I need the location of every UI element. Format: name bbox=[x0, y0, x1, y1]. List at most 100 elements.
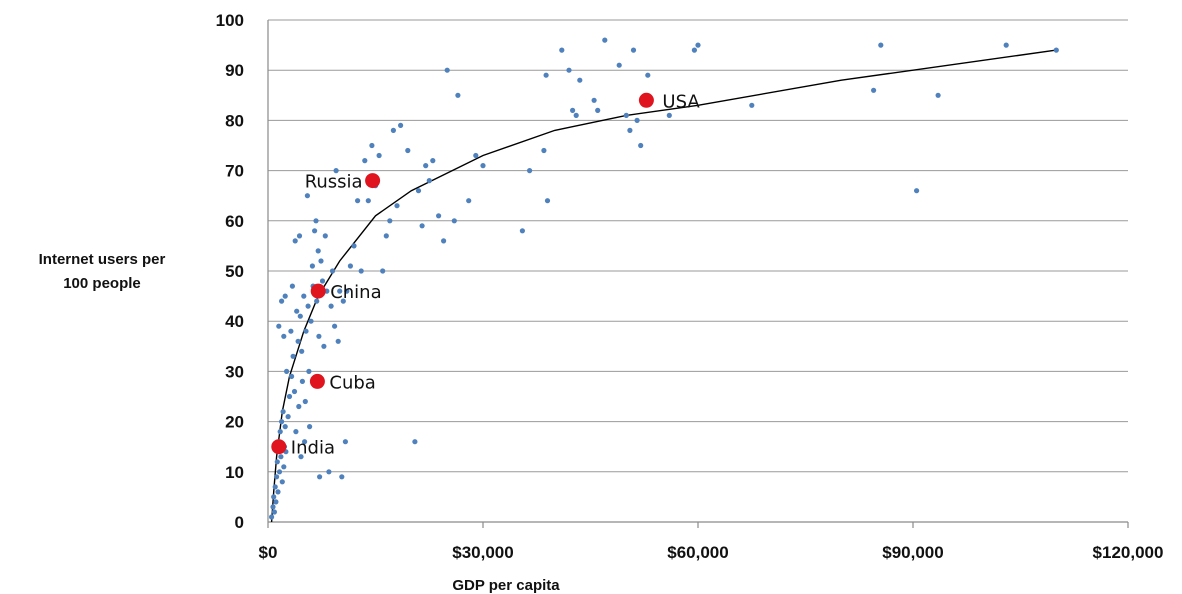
data-point bbox=[277, 429, 283, 435]
data-point bbox=[306, 368, 312, 374]
data-point bbox=[288, 328, 294, 334]
data-point bbox=[878, 42, 884, 48]
data-point bbox=[284, 368, 290, 374]
data-point bbox=[595, 107, 601, 113]
data-point bbox=[527, 168, 533, 174]
y-tick-label: 0 bbox=[235, 513, 244, 532]
data-point bbox=[347, 263, 353, 269]
data-point bbox=[329, 268, 336, 274]
data-point bbox=[623, 112, 629, 118]
data-point bbox=[412, 439, 418, 445]
data-point bbox=[566, 67, 572, 73]
data-point bbox=[634, 117, 640, 123]
data-point bbox=[339, 474, 345, 480]
data-point bbox=[305, 303, 311, 309]
data-point bbox=[444, 67, 450, 73]
data-point bbox=[871, 87, 877, 93]
data-point bbox=[362, 158, 368, 164]
data-point bbox=[398, 122, 404, 128]
data-point bbox=[299, 348, 305, 354]
highlighted-points: USA Russia China Cuba India bbox=[271, 91, 700, 459]
data-point bbox=[307, 424, 313, 430]
x-tick-label: $60,000 bbox=[667, 543, 728, 562]
highlight-label-china: China bbox=[330, 282, 381, 303]
data-point bbox=[289, 283, 295, 289]
data-point bbox=[935, 92, 941, 98]
data-point bbox=[271, 509, 277, 515]
data-point bbox=[351, 243, 357, 249]
x-tick-label: $120,000 bbox=[1093, 543, 1164, 562]
data-point bbox=[342, 439, 348, 445]
data-point bbox=[365, 198, 371, 204]
gridlines bbox=[268, 19, 1128, 473]
data-point bbox=[274, 474, 280, 480]
data-point bbox=[333, 168, 339, 174]
x-tick-label: $90,000 bbox=[882, 543, 943, 562]
data-point bbox=[319, 278, 326, 284]
data-point bbox=[749, 102, 755, 108]
data-point bbox=[271, 494, 277, 500]
data-point bbox=[312, 228, 318, 234]
axes bbox=[267, 20, 1129, 528]
data-point bbox=[276, 469, 283, 475]
data-point bbox=[405, 147, 411, 154]
data-point bbox=[294, 308, 300, 314]
data-point bbox=[280, 409, 286, 415]
data-point bbox=[577, 77, 583, 83]
data-point bbox=[344, 288, 350, 294]
data-point bbox=[436, 213, 442, 219]
data-point bbox=[466, 198, 472, 204]
data-point bbox=[291, 388, 298, 395]
data-point bbox=[302, 398, 308, 405]
data-point bbox=[326, 469, 332, 475]
data-point bbox=[543, 72, 549, 78]
data-point bbox=[337, 288, 343, 294]
data-point bbox=[315, 248, 321, 254]
data-point bbox=[296, 403, 302, 410]
data-point bbox=[390, 127, 396, 133]
data-point bbox=[602, 37, 608, 43]
data-point bbox=[278, 454, 284, 460]
data-point bbox=[295, 338, 301, 344]
data-point bbox=[455, 92, 461, 98]
trendline bbox=[270, 49, 1057, 523]
data-point bbox=[289, 373, 295, 379]
data-point bbox=[286, 393, 293, 400]
highlight-point-usa bbox=[638, 92, 654, 108]
data-point bbox=[282, 424, 288, 430]
y-tick-label: 50 bbox=[225, 262, 244, 281]
data-point bbox=[423, 163, 429, 169]
data-point bbox=[394, 203, 400, 209]
highlight-label-india: India bbox=[291, 438, 335, 459]
data-point bbox=[303, 328, 309, 334]
data-point bbox=[281, 464, 287, 470]
data-point bbox=[335, 338, 341, 344]
data-point bbox=[292, 238, 298, 244]
data-point bbox=[1003, 42, 1009, 48]
data-point bbox=[519, 228, 526, 234]
y-axis-title-line-1: Internet users per bbox=[39, 251, 166, 268]
data-point bbox=[570, 107, 576, 113]
data-point bbox=[314, 298, 320, 304]
data-point bbox=[304, 193, 310, 199]
y-tick-label: 30 bbox=[225, 362, 244, 381]
data-point bbox=[299, 378, 305, 384]
data-point bbox=[274, 459, 280, 465]
data-point bbox=[451, 218, 457, 224]
y-axis-title-line-2: 100 people bbox=[63, 275, 141, 292]
highlight-label-usa: USA bbox=[662, 91, 700, 112]
data-point bbox=[302, 439, 308, 445]
x-tick-label: $0 bbox=[259, 543, 278, 562]
data-point bbox=[480, 163, 486, 169]
data-point bbox=[279, 298, 285, 304]
data-point bbox=[317, 474, 323, 480]
data-point bbox=[355, 198, 361, 204]
data-point bbox=[269, 514, 275, 520]
data-point bbox=[308, 318, 314, 324]
data-point bbox=[309, 263, 315, 269]
highlight-point-india bbox=[271, 439, 287, 455]
y-tick-label: 40 bbox=[225, 312, 244, 331]
y-tick-label: 100 bbox=[216, 11, 244, 30]
data-point bbox=[340, 298, 346, 304]
data-point bbox=[415, 188, 422, 194]
